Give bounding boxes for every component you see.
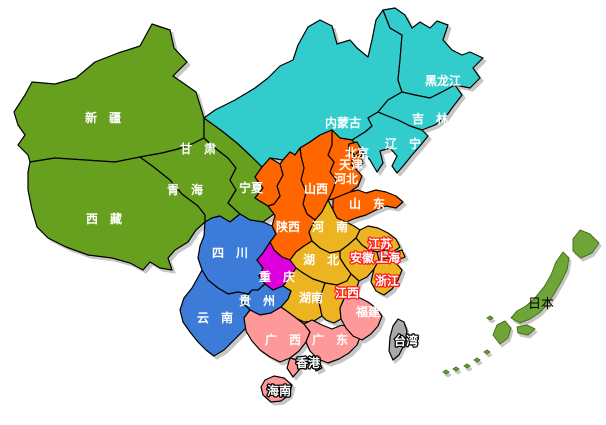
- japan-group: [442, 229, 600, 375]
- region-hainan[interactable]: [260, 375, 293, 403]
- region-fujian[interactable]: [339, 294, 383, 341]
- label-jiangxi: 江西: [335, 285, 359, 300]
- region-japan-ryukyu-islands[interactable]: [442, 315, 494, 375]
- label-tibet: 西 藏: [86, 211, 122, 226]
- label-beijing: 北京: [345, 145, 369, 160]
- label-shandong: 山 东: [349, 196, 385, 211]
- region-guangdong[interactable]: [286, 319, 362, 378]
- region-japan-kyushu[interactable]: [492, 320, 512, 345]
- label-guizhou: 贵 州: [239, 293, 275, 308]
- label-guangdong: 广 东: [312, 332, 348, 347]
- label-sichuan: 四 川: [212, 246, 248, 260]
- region-japan-hokkaido[interactable]: [572, 229, 600, 259]
- label-hongkong: 香港: [295, 355, 321, 370]
- label-heilongjiang: 黑龙江: [425, 73, 461, 88]
- mainland-group: [13, 7, 484, 403]
- label-shanxi: 山西: [304, 181, 328, 196]
- label-guangxi: 广 西: [265, 332, 301, 347]
- region-japan-honshu[interactable]: [510, 251, 570, 324]
- label-japan: 日本: [528, 297, 554, 312]
- region-zhejiang[interactable]: [370, 257, 403, 296]
- label-jiangsu: 江苏: [368, 236, 392, 251]
- label-ningxia: 宁夏: [239, 180, 264, 195]
- label-xinjiang: 新 疆: [85, 110, 121, 125]
- label-qinghai: 青 海: [167, 182, 203, 197]
- region-ningxia[interactable]: [254, 157, 284, 207]
- region-beijing[interactable]: [347, 141, 362, 156]
- label-zhejiang: 浙江: [375, 273, 399, 288]
- label-hunan: 湖南: [299, 290, 323, 305]
- label-gansu: 甘 肃: [180, 141, 216, 156]
- label-shanghai: 上海: [376, 250, 400, 265]
- label-taiwan: 台湾: [394, 333, 418, 348]
- label-fujian: 福建: [355, 304, 381, 319]
- taiwan-group: [388, 318, 408, 361]
- region-chongqing[interactable]: [256, 241, 297, 291]
- region-xinjiang[interactable]: [13, 23, 205, 163]
- label-tianjin: 天津: [339, 157, 363, 172]
- region-hongkong[interactable]: [312, 361, 323, 372]
- region-yunnan[interactable]: [179, 269, 253, 357]
- region-japan-shikoku[interactable]: [516, 324, 536, 336]
- label-anhui: 安徽: [350, 250, 375, 265]
- region-taiwan[interactable]: [388, 318, 408, 361]
- label-hubei: 湖 北: [303, 252, 339, 267]
- region-tianjin[interactable]: [350, 154, 364, 170]
- label-liaoning: 辽 宁: [385, 136, 421, 151]
- region-shanghai[interactable]: [395, 249, 406, 261]
- label-chongqing: 重 庆: [259, 269, 295, 284]
- label-jilin: 吉 林: [412, 111, 448, 126]
- label-yunnan: 云 南: [197, 310, 233, 325]
- region-heilongjiang[interactable]: [382, 7, 484, 99]
- label-henan: 河 南: [311, 219, 348, 234]
- label-hebei: 河北: [333, 171, 358, 186]
- region-guangxi[interactable]: [243, 306, 311, 363]
- label-hainan: 海南: [267, 383, 291, 398]
- label-neimenggu: 内蒙古: [325, 115, 361, 130]
- labels-group: 新 疆 西 藏 青 海 甘 肃 宁夏 内蒙古 黑龙江 吉 林 辽 宁 北京 天津…: [85, 73, 554, 399]
- label-shaanxi: 陕西: [276, 219, 300, 234]
